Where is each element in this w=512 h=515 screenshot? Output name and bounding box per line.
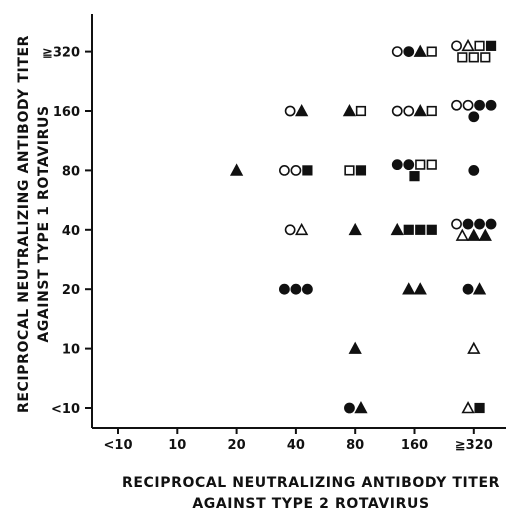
point-filled-circle <box>474 218 485 230</box>
x-tick-label: 20 <box>228 438 246 453</box>
point-open-circle <box>462 99 474 111</box>
point-open-triangle <box>461 38 475 52</box>
x-tick-label: 40 <box>287 438 305 453</box>
point-filled-triangle <box>413 44 427 57</box>
y-axis-title: RECIPROCAL NEUTRALIZING ANTIBODY TITER A… <box>16 35 52 413</box>
y-tick-label: 20 <box>62 283 80 298</box>
point-filled-square <box>485 40 497 51</box>
point-filled-square <box>415 224 426 235</box>
point-filled-triangle <box>295 104 309 117</box>
point-open-square <box>426 46 437 57</box>
point-open-square <box>426 105 437 117</box>
point-filled-circle <box>403 46 415 57</box>
point-filled-circle <box>301 283 313 295</box>
point-open-circle <box>391 105 403 117</box>
point-filled-square <box>474 402 485 414</box>
point-open-circle <box>391 46 403 57</box>
point-filled-square <box>409 171 420 182</box>
y-tick-label: 40 <box>62 224 80 239</box>
point-filled-triangle <box>348 341 362 354</box>
point-filled-square <box>426 224 437 235</box>
point-filled-circle <box>462 283 474 295</box>
y-tick-label: 160 <box>53 105 80 120</box>
point-filled-circle <box>468 111 480 123</box>
x-axis-ticks: <10 10 20 40 80 160 ≧320 <box>104 428 493 453</box>
y-tick-label: 80 <box>62 164 80 179</box>
point-open-square <box>344 165 355 176</box>
point-filled-triangle <box>467 228 481 241</box>
point-open-circle <box>451 218 462 230</box>
point-filled-triangle <box>229 163 244 176</box>
point-open-square <box>468 52 479 63</box>
x-tick-label: ≧320 <box>455 438 493 453</box>
point-filled-triangle <box>478 228 492 241</box>
point-open-circle <box>451 99 462 111</box>
x-tick-label: 80 <box>346 438 364 453</box>
point-filled-square <box>355 165 367 176</box>
point-filled-circle <box>474 99 485 111</box>
point-filled-triangle <box>413 282 427 295</box>
point-filled-circle <box>344 402 355 414</box>
x-tick-label: 10 <box>168 438 186 453</box>
y-axis-title-line-1: RECIPROCAL NEUTRALIZING ANTIBODY TITER <box>16 35 32 413</box>
point-filled-circle <box>468 164 480 176</box>
point-open-square <box>457 52 468 63</box>
point-open-square <box>415 159 426 170</box>
x-axis-title-line-1: RECIPROCAL NEUTRALIZING ANTIBODY TITER <box>122 475 500 491</box>
x-axis-title-line-2: AGAINST TYPE 2 ROTAVIRUS <box>192 496 429 512</box>
y-axis-ticks: <10 10 20 40 80 160 ≧320 <box>42 46 92 417</box>
point-open-triangle <box>467 341 481 354</box>
y-tick-label: 10 <box>62 343 80 358</box>
point-filled-triangle <box>402 282 416 295</box>
point-filled-circle <box>485 218 497 230</box>
point-filled-circle <box>485 99 497 111</box>
point-open-square <box>474 40 485 51</box>
point-filled-circle <box>462 218 474 230</box>
point-open-circle <box>284 105 296 117</box>
y-tick-label: <10 <box>51 402 80 417</box>
point-open-triangle <box>455 228 469 241</box>
point-open-circle <box>290 164 302 176</box>
y-tick-label: ≧320 <box>42 46 80 61</box>
point-filled-triangle <box>390 222 404 236</box>
point-filled-triangle <box>413 104 427 117</box>
x-axis-title: RECIPROCAL NEUTRALIZING ANTIBODY TITER A… <box>122 475 500 512</box>
point-open-triangle <box>295 222 309 236</box>
point-open-triangle <box>461 401 475 414</box>
point-filled-triangle <box>472 282 487 295</box>
point-filled-square <box>302 165 313 176</box>
point-filled-triangle <box>348 222 362 236</box>
point-filled-square <box>403 224 414 235</box>
point-open-square <box>480 52 491 63</box>
point-filled-triangle <box>342 104 357 117</box>
point-open-square <box>426 159 437 170</box>
point-filled-circle <box>290 283 302 295</box>
point-open-circle <box>278 164 290 176</box>
point-open-circle <box>403 105 415 117</box>
y-axis-title-line-2: AGAINST TYPE 1 ROTAVIRUS <box>36 105 52 342</box>
data-points <box>229 38 497 414</box>
point-open-circle <box>284 224 296 236</box>
point-open-square <box>355 105 367 117</box>
point-filled-circle <box>391 159 403 171</box>
point-filled-circle <box>403 159 415 171</box>
x-tick-label: 160 <box>401 438 428 453</box>
point-filled-circle <box>278 283 290 295</box>
x-tick-label: <10 <box>104 438 133 453</box>
point-filled-triangle <box>354 401 368 414</box>
point-open-circle <box>451 40 462 52</box>
